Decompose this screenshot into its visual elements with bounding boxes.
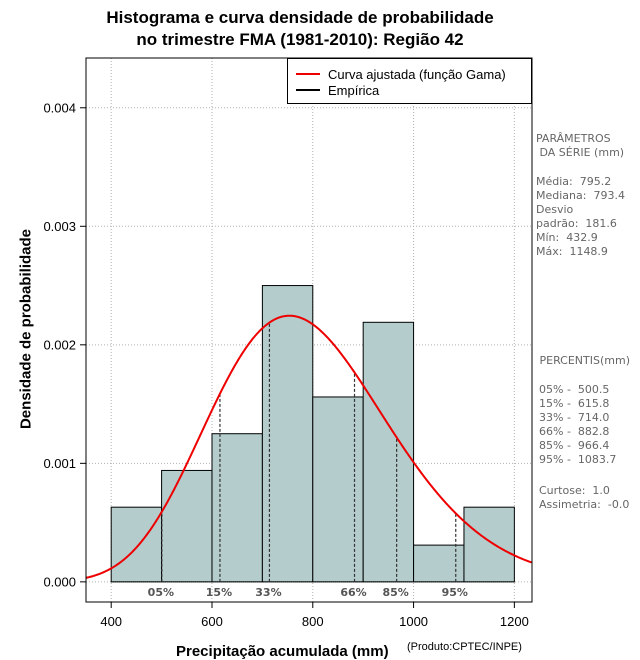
histogram-bar xyxy=(362,321,415,583)
stat-curtose: Curtose: 1.0 xyxy=(539,484,610,497)
histogram-bar xyxy=(413,544,465,583)
legend-label-empirical: Empírica xyxy=(328,82,380,98)
x-tick-label: 1000 xyxy=(399,614,428,629)
percentile-markers: 05% 15% 33% 66% 85% 95% xyxy=(148,322,468,599)
histogram-bar xyxy=(312,396,364,583)
percentil-row: 05% - 500.5 xyxy=(539,383,610,396)
percentile-label: 66% xyxy=(340,586,366,599)
percentile-label: 33% xyxy=(255,586,281,599)
percentile-label: 15% xyxy=(206,586,232,599)
percentile-label: 85% xyxy=(382,586,408,599)
params-header-2: DA SÉRIE (mm) xyxy=(536,146,625,159)
percentil-row: 66% - 882.8 xyxy=(539,425,610,438)
stat-max: Máx: 1148.9 xyxy=(536,245,608,258)
percentil-row: 95% - 1083.7 xyxy=(539,453,617,466)
x-tick-label: 400 xyxy=(100,614,122,629)
x-tick-label: 800 xyxy=(302,614,324,629)
product-credit: (Produto:CPTEC/INPE) xyxy=(407,641,522,653)
percentil-row: 15% - 615.8 xyxy=(539,397,610,410)
legend-item-fitted: Curva ajustada (função Gama) xyxy=(296,66,506,82)
stat-media: Média: 795.2 xyxy=(536,175,612,188)
histogram-bar xyxy=(161,469,213,583)
percentile-label: 95% xyxy=(442,586,468,599)
legend: Curva ajustada (função Gama) Empírica xyxy=(287,58,532,104)
y-tick-label: 0.002 xyxy=(43,337,76,352)
percentil-row: 85% - 966.4 xyxy=(539,439,610,452)
x-tick-label: 600 xyxy=(201,614,223,629)
y-tick-label: 0.000 xyxy=(43,574,76,589)
params-header-1: PARÂMETROS xyxy=(536,132,611,145)
percentis-header: PERCENTIS(mm) xyxy=(536,354,630,367)
stat-min: Mín: 432.9 xyxy=(536,231,598,244)
y-tick-label: 0.004 xyxy=(43,100,76,115)
y-tick-label: 0.001 xyxy=(43,456,76,471)
x-axis: 400 600 800 1000 1200 xyxy=(100,602,529,629)
x-axis-label: Precipitação acumulada (mm) xyxy=(176,643,389,660)
stat-mediana: Mediana: 793.4 xyxy=(536,189,625,202)
legend-swatch-empirical xyxy=(296,89,320,91)
percentil-row: 33% - 714.0 xyxy=(539,411,610,424)
y-axis: 0.000 0.001 0.002 0.003 0.004 xyxy=(43,100,86,589)
fitted-curve-group xyxy=(86,314,532,579)
stat-desvio-line1: Desvio xyxy=(536,203,574,216)
legend-swatch-fitted xyxy=(296,73,320,75)
histogram-bars xyxy=(110,285,515,583)
chart-title-line2: no trimestre FMA (1981-2010): Região 42 xyxy=(136,30,464,49)
histogram-bar xyxy=(110,506,163,583)
histogram-bar xyxy=(463,506,515,583)
legend-item-empirical: Empírica xyxy=(296,82,379,98)
percentile-label: 05% xyxy=(148,586,174,599)
stat-assimetria: Assimetria: -0.0 xyxy=(539,498,630,511)
x-tick-label: 1200 xyxy=(500,614,529,629)
fitted-curve xyxy=(86,314,532,579)
y-tick-label: 0.003 xyxy=(43,219,76,234)
stat-desvio-line2: padrão: 181.6 xyxy=(536,217,617,230)
chart-title-line1: Histograma e curva densidade de probabil… xyxy=(106,8,494,27)
y-axis-label: Densidade de probabilidade xyxy=(17,228,35,430)
legend-label-fitted: Curva ajustada (função Gama) xyxy=(328,66,506,82)
